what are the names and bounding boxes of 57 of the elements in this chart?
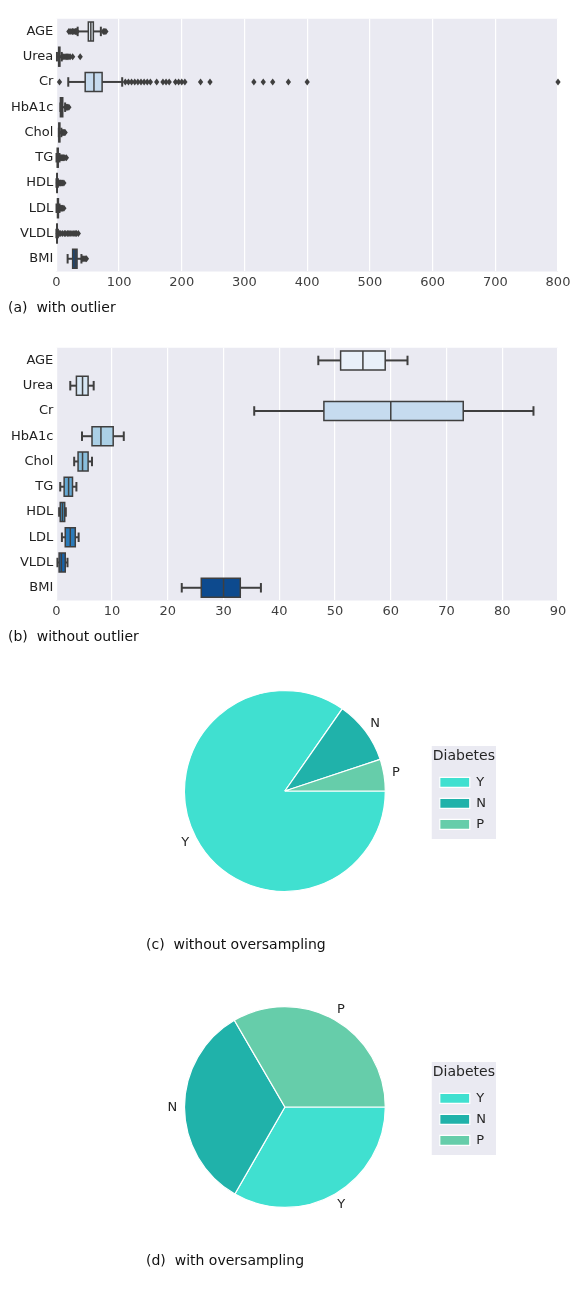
legend-title: Diabetes: [432, 746, 495, 763]
y-tick-label: Cr: [38, 402, 54, 418]
y-tick-label: HDL: [26, 174, 55, 190]
y-tick-label: HbA1c: [11, 427, 54, 443]
x-tick-label: 20: [159, 602, 177, 618]
y-tick-label: Cr: [38, 73, 54, 89]
y-tick-label: HbA1c: [11, 98, 54, 114]
x-tick-label: 600: [420, 273, 445, 289]
x-tick-label: 90: [549, 602, 567, 618]
slice-label: N: [370, 715, 380, 731]
y-tick-label: LDL: [28, 528, 55, 544]
slice-label: P: [336, 1000, 345, 1016]
x-tick-label: 700: [482, 273, 508, 289]
y-tick-label: LDL: [28, 199, 55, 215]
legend-label: Y: [475, 773, 485, 789]
x-tick-label: 200: [169, 273, 195, 289]
text: (c) without oversampling: [145, 936, 327, 952]
x-tick-label: 50: [326, 602, 344, 618]
y-tick-label: Chol: [24, 123, 54, 139]
legend-label: N: [476, 794, 487, 810]
x-tick-label: 30: [215, 602, 232, 618]
y-tick-label: BMI: [29, 579, 54, 595]
x-tick-label: 0: [52, 273, 61, 289]
slice-label: N: [167, 1098, 178, 1114]
slice-label: P: [391, 764, 400, 780]
x-tick-label: 80: [493, 602, 511, 618]
x-tick-label: 70: [438, 602, 455, 618]
slice-label: Y: [180, 834, 190, 850]
x-tick-label: 40: [271, 602, 288, 618]
x-tick-label: 0: [52, 602, 61, 618]
x-tick-label: 300: [232, 273, 257, 289]
x-tick-label: 10: [103, 602, 121, 618]
y-tick-label: Urea: [22, 377, 54, 393]
legend-label: Y: [475, 1089, 485, 1105]
legend-label: N: [476, 1110, 487, 1126]
text: (b) without outlier: [8, 628, 140, 644]
y-tick-label: TG: [34, 478, 54, 494]
y-tick-label: VLDL: [19, 553, 55, 569]
legend-title: Diabetes: [432, 1062, 495, 1079]
x-tick-label: 500: [357, 273, 383, 289]
x-tick-label: 60: [382, 602, 400, 618]
legend-label: P: [476, 1131, 485, 1147]
x-tick-label: 400: [294, 273, 320, 289]
y-tick-label: BMI: [29, 250, 54, 266]
x-tick-label: 800: [545, 273, 571, 289]
y-tick-label: TG: [34, 149, 54, 165]
y-tick-label: Chol: [24, 452, 54, 468]
text: (d) with oversampling: [145, 1252, 306, 1268]
y-tick-label: AGE: [26, 22, 54, 38]
legend-label: P: [476, 815, 485, 831]
y-tick-label: VLDL: [19, 224, 55, 240]
slice-label: Y: [336, 1195, 346, 1211]
text: (a) with outlier: [8, 299, 117, 315]
y-tick-label: HDL: [26, 503, 55, 519]
y-tick-label: AGE: [26, 351, 54, 367]
x-tick-label: 100: [106, 273, 132, 289]
y-tick-label: Urea: [22, 48, 54, 64]
